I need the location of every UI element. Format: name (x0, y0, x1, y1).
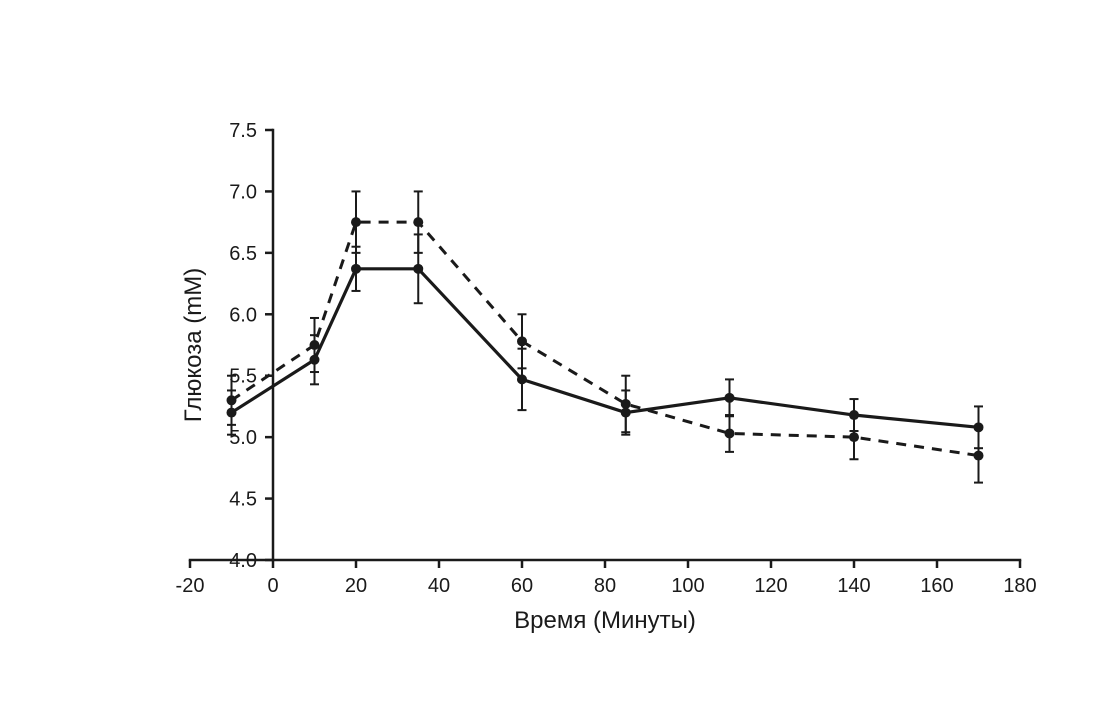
series-marker-dashed (725, 428, 735, 438)
x-tick-label: 180 (1003, 575, 1036, 597)
series-marker-solid (974, 422, 984, 432)
series-marker-dashed (517, 336, 527, 346)
x-tick-label: 0 (267, 575, 278, 597)
y-tick-label: 6.5 (229, 243, 257, 265)
y-tick-label: 7.5 (229, 120, 257, 142)
x-tick-label: 140 (837, 575, 870, 597)
x-tick-label: 60 (511, 575, 533, 597)
x-tick-label: 120 (754, 575, 787, 597)
series-marker-solid (227, 408, 237, 418)
series-marker-solid (849, 410, 859, 420)
y-tick-label: 7.0 (229, 181, 257, 203)
x-tick-label: 100 (671, 575, 704, 597)
series-marker-dashed (351, 217, 361, 227)
series-marker-dashed (413, 217, 423, 227)
x-tick-label: 20 (345, 575, 367, 597)
series-marker-dashed (849, 432, 859, 442)
glucose-chart: -200204060801001201401601804.04.55.05.56… (0, 0, 1120, 720)
y-tick-label: 6.0 (229, 304, 257, 326)
chart-svg: -200204060801001201401601804.04.55.05.56… (0, 0, 1120, 720)
x-tick-label: 40 (428, 575, 450, 597)
series-marker-solid (517, 374, 527, 384)
y-tick-label: 4.0 (229, 550, 257, 572)
series-marker-dashed (974, 451, 984, 461)
y-tick-label: 4.5 (229, 489, 257, 511)
x-tick-label: 160 (920, 575, 953, 597)
y-axis-title: Глюкоза (mM) (180, 268, 207, 423)
x-tick-label: -20 (176, 575, 205, 597)
y-tick-label: 5.0 (229, 427, 257, 449)
series-marker-solid (310, 355, 320, 365)
x-tick-label: 80 (594, 575, 616, 597)
series-marker-solid (725, 393, 735, 403)
series-marker-solid (621, 408, 631, 418)
series-marker-solid (351, 264, 361, 274)
x-axis-title: Время (Минуты) (514, 607, 696, 634)
series-marker-solid (413, 264, 423, 274)
